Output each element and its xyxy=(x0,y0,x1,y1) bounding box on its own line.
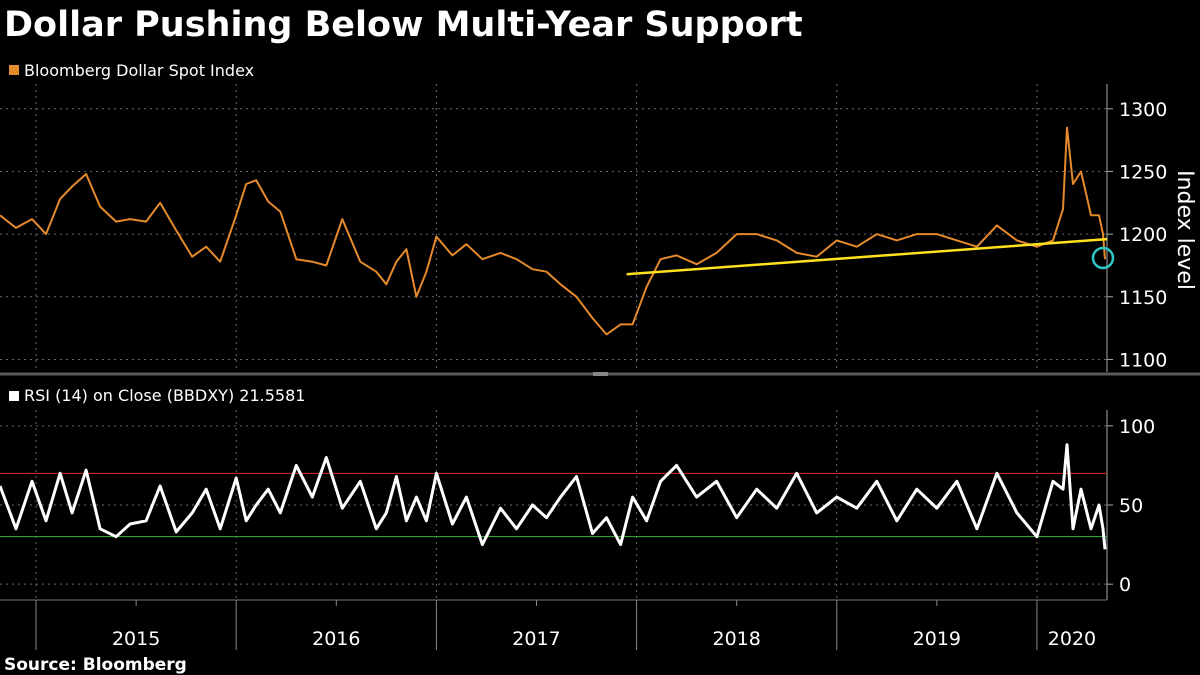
x-tick-label: 2019 xyxy=(913,628,961,650)
x-tick-label: 2018 xyxy=(712,628,760,650)
rsi-series xyxy=(0,443,1107,550)
rsi-y-tick-label: 0 xyxy=(1119,574,1131,596)
price-series xyxy=(0,126,1106,336)
price-line xyxy=(0,126,1106,336)
rsi-legend-swatch xyxy=(9,391,19,401)
chart-title: Dollar Pushing Below Multi-Year Support xyxy=(4,5,803,45)
price-gridlines xyxy=(0,84,1107,372)
rsi-y-axis: 0 50 100 xyxy=(1106,410,1155,600)
price-y-axis: 1100 1150 1200 1250 1300 xyxy=(1106,84,1167,372)
x-tick-label: 2016 xyxy=(312,628,360,650)
price-y-tick-label: 1150 xyxy=(1119,287,1167,309)
support-trendline xyxy=(626,237,1108,276)
support-trendline-layer xyxy=(626,237,1115,276)
rsi-legend-label: RSI (14) on Close (BBDXY) 21.5581 xyxy=(24,386,305,405)
price-y-tick-label: 1250 xyxy=(1119,161,1167,183)
price-y-tick-label: 1200 xyxy=(1119,224,1167,246)
price-legend-swatch xyxy=(9,65,19,75)
panel-resize-handle[interactable] xyxy=(593,372,608,376)
price-y-tick-label: 1100 xyxy=(1119,349,1167,371)
price-legend-label: Bloomberg Dollar Spot Index xyxy=(24,61,254,80)
x-tick-label: 2015 xyxy=(112,628,160,650)
x-axis: 2015 2016 2017 2018 2019 2020 xyxy=(35,600,1096,650)
rsi-y-tick-label: 50 xyxy=(1119,495,1143,517)
source-note: Source: Bloomberg xyxy=(4,655,187,675)
price-y-tick-label: 1300 xyxy=(1119,99,1167,121)
x-tick-label: 2017 xyxy=(512,628,560,650)
price-y-axis-label: Index level xyxy=(1172,170,1197,290)
breakdown-highlight-circle xyxy=(1091,246,1115,270)
rsi-line xyxy=(0,443,1107,550)
rsi-y-tick-label: 100 xyxy=(1119,416,1155,438)
rsi-reference-lines xyxy=(0,472,1107,538)
x-tick-label: 2020 xyxy=(1048,628,1096,650)
